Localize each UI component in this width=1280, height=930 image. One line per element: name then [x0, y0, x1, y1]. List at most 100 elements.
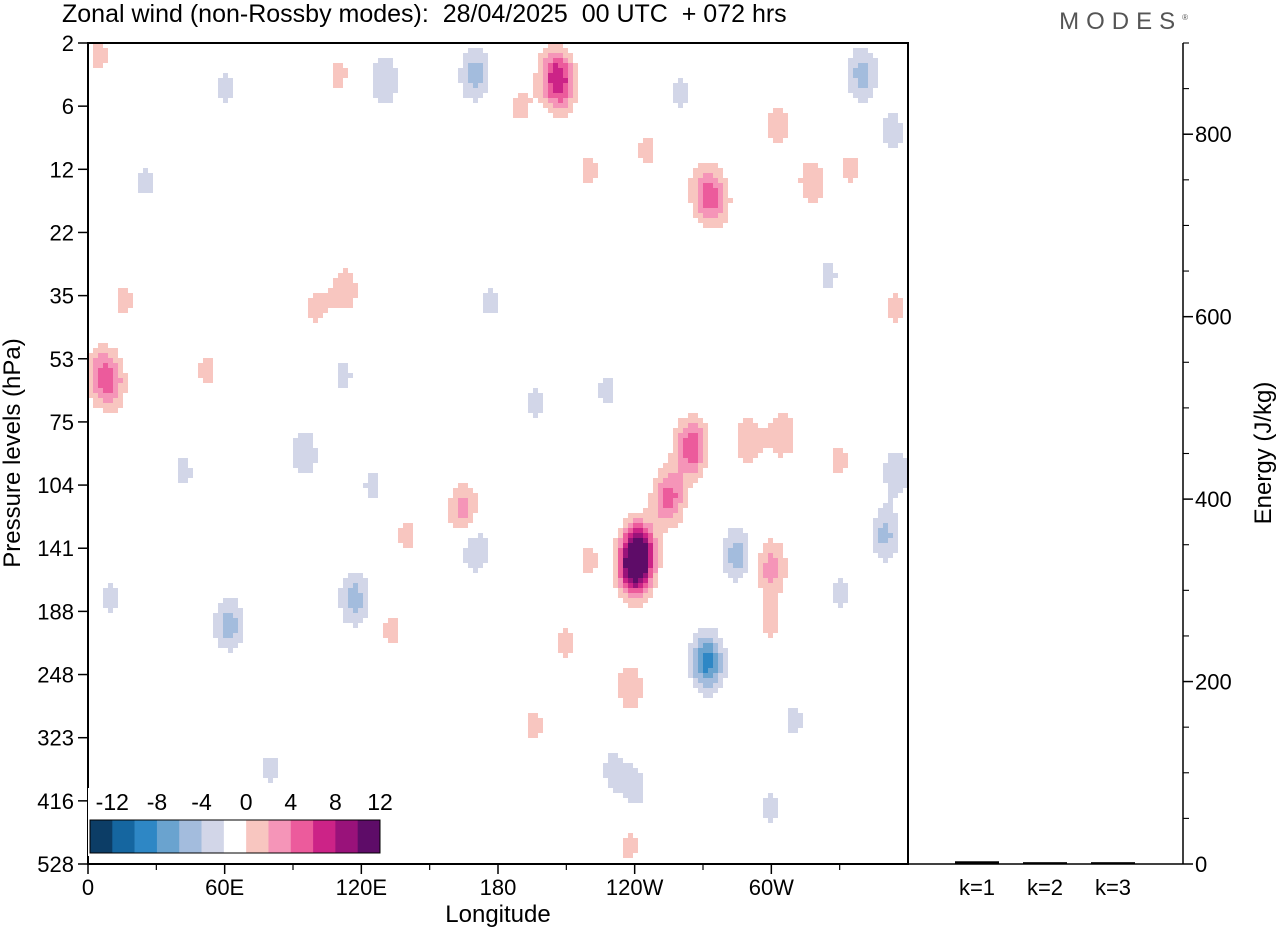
heatmap-cell: [483, 303, 498, 308]
heatmap-cell: [788, 718, 803, 723]
heatmap-cell: [698, 193, 703, 198]
heatmap-cell: [688, 458, 698, 463]
heatmap-cell: [628, 833, 633, 838]
y-tick-label: 188: [37, 599, 74, 624]
heatmap-cell: [398, 528, 413, 533]
heatmap-cell: [328, 288, 358, 293]
heatmap-cell: [338, 598, 348, 603]
heatmap-cell: [618, 573, 623, 578]
heatmap-cell: [223, 623, 238, 628]
heatmap-cell: [888, 488, 903, 493]
heatmap-cell: [763, 813, 778, 818]
heatmap-cell: [583, 158, 593, 163]
heatmap-cell: [623, 848, 638, 853]
heatmap-cell: [643, 538, 648, 543]
heatmap-cell: [833, 468, 843, 473]
heatmap-cell: [363, 593, 368, 598]
heatmap-cell: [363, 598, 368, 603]
heatmap-cell: [723, 188, 728, 193]
heatmap-cell: [703, 443, 708, 448]
heatmap-cell: [583, 168, 598, 173]
heatmap-cell: [123, 378, 128, 383]
heatmap-cell: [688, 183, 698, 188]
heatmap-cell: [658, 468, 678, 473]
heatmap-cell: [103, 588, 118, 593]
heatmap-cell: [698, 208, 723, 213]
heatmap-cell: [618, 538, 623, 543]
colorbar-swatch: [290, 820, 314, 853]
heatmap-cell: [573, 68, 578, 73]
heatmap-cell: [658, 538, 663, 543]
heatmap-cell: [338, 603, 348, 608]
heatmap-cell: [653, 538, 658, 543]
heatmap-cell: [858, 78, 868, 83]
heatmap-cell: [718, 178, 728, 183]
heatmap-cell: [118, 393, 123, 398]
colorbar-swatch: [112, 820, 135, 853]
heatmap-cell: [693, 683, 703, 688]
heatmap-cell: [623, 548, 628, 553]
heatmap-cell: [538, 68, 543, 73]
heatmap-cell: [778, 413, 788, 418]
heatmap-cell: [698, 648, 713, 653]
heatmap-cell: [723, 558, 728, 563]
heatmap-cell: [623, 793, 643, 798]
heatmap-cell: [608, 758, 623, 763]
heatmap-cell: [778, 563, 788, 568]
energy-category-label: k=1: [959, 875, 995, 900]
heatmap-cell: [113, 388, 118, 393]
heatmap-cell: [238, 618, 243, 623]
heatmap-cell: [673, 428, 683, 433]
heatmap-cell: [623, 518, 633, 523]
heatmap-cell: [623, 553, 628, 558]
heatmap-cell: [583, 548, 593, 553]
heatmap-cell: [473, 568, 478, 573]
heatmap-cell: [723, 193, 728, 198]
heatmap-cell: [693, 173, 703, 178]
y-tick-label: 12: [50, 157, 74, 182]
heatmap-cell: [773, 108, 783, 113]
heatmap-cell: [733, 563, 743, 568]
heatmap-cell: [738, 428, 793, 433]
heatmap-cell: [543, 73, 548, 78]
heatmap-cell: [563, 53, 573, 58]
heatmap-cell: [603, 773, 643, 778]
energy-bar: [1023, 862, 1067, 864]
heatmap-cell: [623, 838, 638, 843]
heatmap-cell: [668, 473, 683, 478]
heatmap-cell: [623, 698, 638, 703]
heatmap-cell: [383, 633, 398, 638]
heatmap-cell: [673, 438, 678, 443]
heatmap-cell: [538, 53, 548, 58]
heatmap-cell: [883, 128, 903, 133]
heatmap-cell: [758, 558, 768, 563]
heatmap-cell: [563, 58, 568, 63]
heatmap-cell: [833, 598, 848, 603]
heatmap-cell: [838, 603, 843, 608]
heatmap-cell: [698, 443, 703, 448]
heatmap-cell: [888, 498, 893, 503]
heatmap-cell: [513, 113, 528, 118]
heatmap-cell: [348, 593, 363, 598]
heatmap-cell: [673, 448, 678, 453]
heatmap-cell: [518, 93, 528, 98]
heatmap-cell: [293, 458, 318, 463]
heatmap-cell: [698, 448, 703, 453]
colorbar-swatch: [313, 820, 336, 853]
heatmap-cell: [98, 383, 113, 388]
heatmap-cell: [88, 358, 93, 363]
heatmap-cell: [693, 168, 723, 173]
heatmap-cell: [888, 523, 898, 528]
heatmap-cell: [263, 763, 278, 768]
heatmap-cell: [308, 308, 328, 313]
heatmap-cell: [458, 73, 468, 78]
heatmap-cell: [613, 788, 643, 793]
heatmap-cell: [873, 543, 898, 548]
heatmap-cell: [698, 643, 703, 648]
heatmap-cell: [383, 623, 398, 628]
heatmap-cell: [698, 163, 718, 168]
heatmap-cell: [763, 623, 778, 628]
heatmap-cell: [758, 568, 763, 573]
heatmap-cell: [703, 458, 708, 463]
heatmap-cell: [733, 578, 738, 583]
